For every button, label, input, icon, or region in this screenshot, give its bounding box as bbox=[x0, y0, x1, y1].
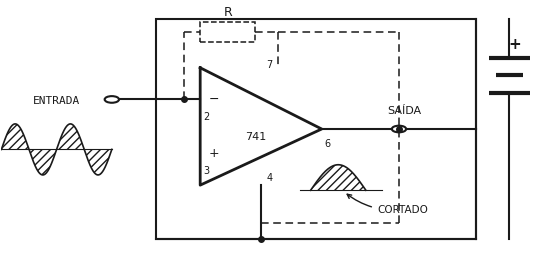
Text: SAÍDA: SAÍDA bbox=[387, 106, 422, 116]
Text: R: R bbox=[224, 6, 232, 19]
Text: ENTRADA: ENTRADA bbox=[33, 96, 80, 106]
Text: −: − bbox=[209, 93, 219, 106]
Text: +: + bbox=[508, 37, 521, 52]
Text: 6: 6 bbox=[325, 139, 331, 149]
Text: CORTADO: CORTADO bbox=[347, 194, 428, 215]
Text: +: + bbox=[209, 147, 219, 160]
Bar bbox=[200, 22, 255, 42]
Text: 2: 2 bbox=[203, 112, 209, 122]
Text: 3: 3 bbox=[203, 166, 209, 176]
Text: 4: 4 bbox=[266, 173, 273, 183]
Text: 7: 7 bbox=[266, 60, 272, 70]
Text: 741: 741 bbox=[245, 132, 266, 142]
